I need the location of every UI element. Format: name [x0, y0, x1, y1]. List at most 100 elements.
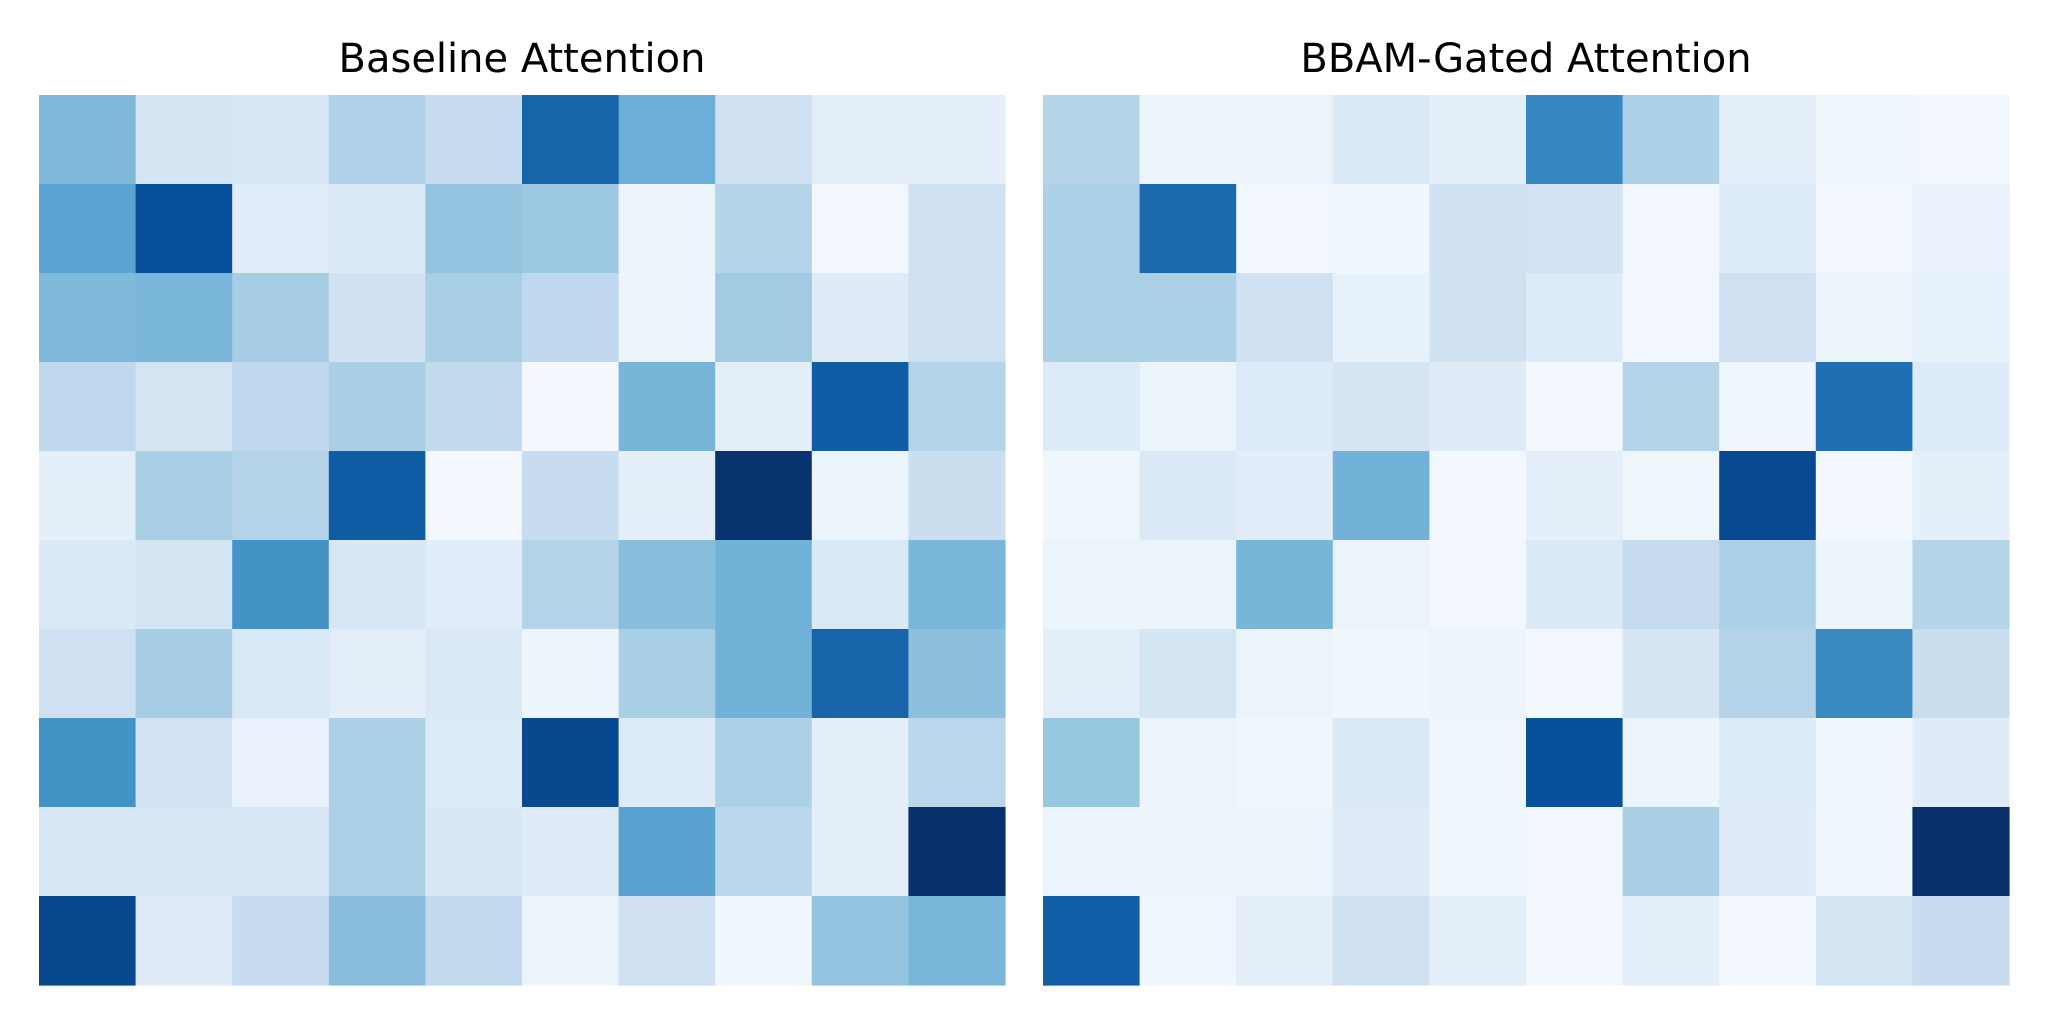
heatmap-cell-r4-c3 — [1332, 451, 1430, 541]
heatmap-cell-r6-c7 — [1719, 629, 1817, 719]
heatmap-cell-r6-c0 — [1043, 629, 1141, 719]
heatmap-cell-r9-c8 — [1815, 896, 1913, 986]
heatmap-cell-r3-c6 — [1622, 362, 1720, 452]
heatmap-cell-r0-c5 — [1526, 95, 1624, 185]
heatmap-cell-r8-c8 — [811, 807, 909, 897]
heatmap-cell-r9-c7 — [1719, 896, 1817, 986]
heatmap-cell-r2-c6 — [1622, 273, 1720, 363]
heatmap-cell-r0-c4 — [425, 95, 523, 185]
heatmap-cell-r5-c0 — [1043, 540, 1141, 630]
heatmap-cell-r7-c9 — [1912, 718, 2010, 808]
heatmap-cell-r0-c6 — [1622, 95, 1720, 185]
heatmap-cell-r5-c9 — [1912, 540, 2010, 630]
heatmap-cell-r9-c9 — [908, 896, 1006, 986]
heatmap-cell-r9-c9 — [1912, 896, 2010, 986]
heatmap-cell-r1-c2 — [1236, 184, 1334, 274]
heatmap-cell-r8-c5 — [1526, 807, 1624, 897]
heatmap-cell-r0-c9 — [1912, 95, 2010, 185]
heatmap-cell-r7-c5 — [522, 718, 620, 808]
heatmap-cell-r4-c7 — [1719, 451, 1817, 541]
heatmap-cell-r2-c3 — [1332, 273, 1430, 363]
heatmap-cell-r3-c5 — [522, 362, 620, 452]
heatmap-cell-r5-c6 — [1622, 540, 1720, 630]
heatmap-cell-r8-c2 — [232, 807, 330, 897]
heatmap-cell-r0-c0 — [1043, 95, 1141, 185]
heatmap-cell-r2-c5 — [1526, 273, 1624, 363]
heatmap-cell-r9-c3 — [328, 896, 426, 986]
heatmap-cell-r4-c8 — [1815, 451, 1913, 541]
heatmap-cell-r7-c7 — [715, 718, 813, 808]
heatmap-cell-r8-c0 — [39, 807, 137, 897]
heatmap-cell-r1-c4 — [1429, 184, 1527, 274]
heatmap-cell-r2-c4 — [425, 273, 523, 363]
heatmap-cell-r2-c7 — [1719, 273, 1817, 363]
heatmap-cell-r6-c7 — [715, 629, 813, 719]
heatmap-cell-r7-c7 — [1719, 718, 1817, 808]
heatmap-cell-r1-c0 — [1043, 184, 1141, 274]
heatmap-cell-r8-c7 — [1719, 807, 1817, 897]
heatmap-cell-r6-c4 — [1429, 629, 1527, 719]
heatmap-cell-r3-c5 — [1526, 362, 1624, 452]
heatmap-cell-r4-c2 — [1236, 451, 1334, 541]
heatmap-cell-r6-c6 — [1622, 629, 1720, 719]
heatmap-cell-r6-c2 — [232, 629, 330, 719]
heatmap-cell-r7-c2 — [1236, 718, 1334, 808]
heatmap-cell-r1-c2 — [232, 184, 330, 274]
heatmap-cell-r3-c0 — [39, 362, 137, 452]
heatmap-cell-r0-c1 — [135, 95, 233, 185]
heatmap-cell-r5-c5 — [522, 540, 620, 630]
heatmap-cell-r7-c2 — [232, 718, 330, 808]
heatmap-cell-r6-c3 — [1332, 629, 1430, 719]
heatmap-cell-r2-c9 — [1912, 273, 2010, 363]
heatmap-cell-r0-c8 — [1815, 95, 1913, 185]
heatmap-cell-r8-c3 — [328, 807, 426, 897]
heatmap-cell-r1-c9 — [908, 184, 1006, 274]
heatmap-cell-r9-c4 — [425, 896, 523, 986]
heatmap-cell-r4-c1 — [1139, 451, 1237, 541]
heatmap-cell-r3-c1 — [135, 362, 233, 452]
heatmap-cell-r1-c7 — [715, 184, 813, 274]
heatmap-cell-r4-c9 — [908, 451, 1006, 541]
heatmap-cell-r6-c2 — [1236, 629, 1334, 719]
heatmap-cell-r6-c9 — [1912, 629, 2010, 719]
heatmap-cell-r8-c1 — [1139, 807, 1237, 897]
heatmap-cell-r6-c1 — [1139, 629, 1237, 719]
heatmap-cell-r6-c8 — [811, 629, 909, 719]
heatmap-cell-r7-c1 — [135, 718, 233, 808]
heatmap-cell-r7-c1 — [1139, 718, 1237, 808]
heatmap-cell-r9-c5 — [522, 896, 620, 986]
heatmap-cell-r4-c6 — [1622, 451, 1720, 541]
chart-title-baseline: Baseline Attention — [338, 36, 706, 82]
heatmap-cell-r2-c8 — [1815, 273, 1913, 363]
heatmap-cell-r3-c8 — [1815, 362, 1913, 452]
heatmap-cell-r0-c7 — [715, 95, 813, 185]
heatmap-cell-r4-c0 — [1043, 451, 1141, 541]
heatmap-cell-r2-c1 — [1139, 273, 1237, 363]
heatmap-cell-r2-c9 — [908, 273, 1006, 363]
heatmap-cell-r8-c1 — [135, 807, 233, 897]
heatmap-cell-r1-c8 — [811, 184, 909, 274]
heatmap-cell-r7-c4 — [425, 718, 523, 808]
heatmap-cell-r5-c8 — [811, 540, 909, 630]
heatmap-cell-r3-c2 — [1236, 362, 1334, 452]
heatmap-cell-r7-c9 — [908, 718, 1006, 808]
heatmap-cell-r0-c6 — [618, 95, 716, 185]
heatmap-cell-r5-c0 — [39, 540, 137, 630]
heatmap-cell-r8-c4 — [1429, 807, 1527, 897]
heatmap-cell-r0-c8 — [811, 95, 909, 185]
heatmap-cell-r5-c6 — [618, 540, 716, 630]
heatmap-cell-r5-c3 — [1332, 540, 1430, 630]
heatmap-cell-r9-c7 — [715, 896, 813, 986]
heatmap-cell-r3-c9 — [1912, 362, 2010, 452]
heatmap-cell-r7-c0 — [1043, 718, 1141, 808]
heatmap-cell-r0-c4 — [1429, 95, 1527, 185]
heatmap-cell-r0-c0 — [39, 95, 137, 185]
heatmap-cell-r0-c1 — [1139, 95, 1237, 185]
heatmap-cell-r6-c0 — [39, 629, 137, 719]
heatmap-cell-r5-c4 — [1429, 540, 1527, 630]
heatmap-cell-r1-c5 — [1526, 184, 1624, 274]
heatmap-cell-r5-c4 — [425, 540, 523, 630]
heatmap-bbam-gated — [1043, 95, 2010, 986]
heatmap-cell-r3-c3 — [1332, 362, 1430, 452]
heatmap-cell-r5-c1 — [1139, 540, 1237, 630]
